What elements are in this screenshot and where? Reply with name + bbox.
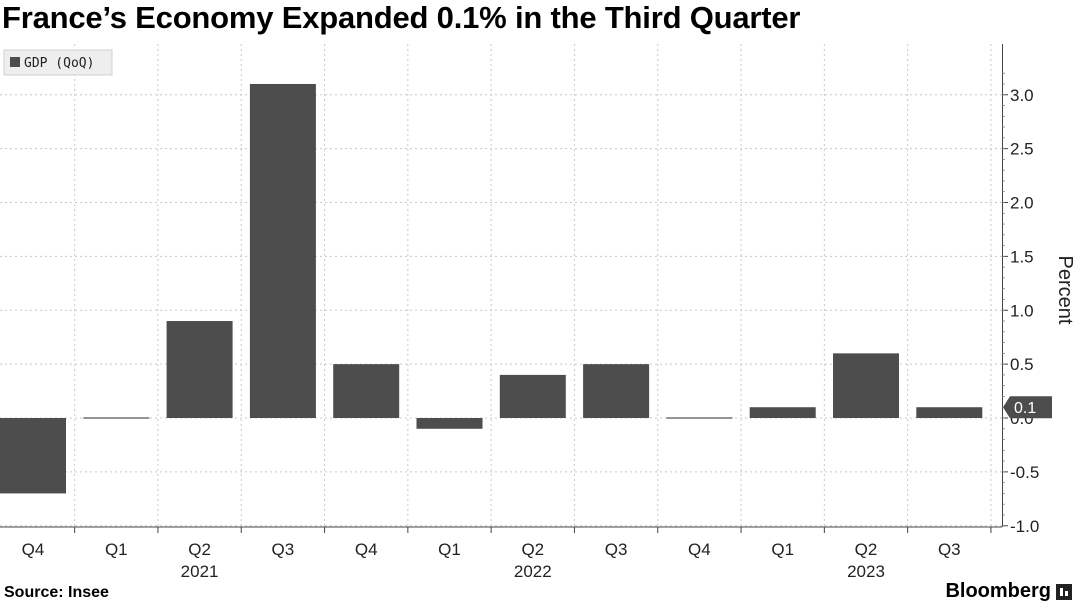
bar [666, 417, 733, 419]
y-tick-label: 3.0 [1010, 86, 1034, 105]
x-tick-label: Q2 [855, 540, 878, 559]
y-tick-label: 2.0 [1010, 194, 1034, 213]
legend-swatch [10, 57, 20, 67]
bar [333, 364, 400, 418]
last-value-flag [1003, 396, 1052, 419]
bar [499, 374, 566, 418]
x-tick-label: Q4 [355, 540, 378, 559]
x-tick-label: Q1 [771, 540, 794, 559]
bloomberg-terminal-icon [1056, 583, 1072, 600]
x-tick-label: Q3 [605, 540, 628, 559]
bar [0, 418, 66, 494]
y-tick-label: 1.5 [1010, 247, 1034, 266]
bar [833, 353, 899, 418]
y-axis-title: Percent [1054, 256, 1076, 325]
x-year-label: 2021 [181, 562, 219, 580]
bloomberg-logo: Bloomberg [945, 580, 1072, 603]
bars [0, 83, 983, 494]
brand-name: Bloomberg [945, 580, 1051, 602]
source-note: Source: Insee [4, 584, 109, 601]
grid [0, 44, 1002, 527]
x-tick-label: Q1 [105, 540, 128, 559]
y-tick-label: -1.0 [1010, 517, 1039, 536]
x-tick-label: Q4 [688, 540, 711, 559]
bar [249, 83, 316, 418]
x-tick-label: Q2 [188, 540, 211, 559]
y-tick-label: -0.5 [1010, 463, 1039, 482]
x-tick-label: Q4 [22, 540, 45, 559]
bar [416, 418, 483, 429]
chart: -1.0-0.50.00.51.01.52.02.53.0Percent0.1 … [0, 44, 1076, 580]
chart-title: France’s Economy Expanded 0.1% in the Th… [2, 0, 801, 35]
x-year-label: 2022 [514, 562, 552, 580]
x-tick-label: Q3 [938, 540, 961, 559]
bar [583, 364, 650, 418]
x-tick-label: Q2 [521, 540, 544, 559]
bar [749, 407, 816, 418]
legend-label: GDP (QoQ) [24, 56, 94, 71]
x-axis: Q4 Q1 Q2 Q3 Q4 Q1 Q2 Q3 Q4 Q1 Q2 Q3 2021 2022 2023 [0, 526, 1002, 580]
x-tick-label: Q3 [272, 540, 295, 559]
bar [166, 321, 233, 418]
y-tick-label: 1.0 [1010, 301, 1034, 320]
last-value-label: 0.1 [1014, 400, 1036, 417]
x-year-label: 2023 [847, 562, 885, 580]
bar [916, 407, 983, 418]
x-tick-label: Q1 [438, 540, 461, 559]
bar [83, 417, 150, 419]
legend: GDP (QoQ) [3, 49, 113, 76]
y-tick-label: 0.5 [1010, 355, 1034, 374]
y-tick-label: 2.5 [1010, 140, 1034, 159]
legend-box [3, 49, 113, 76]
